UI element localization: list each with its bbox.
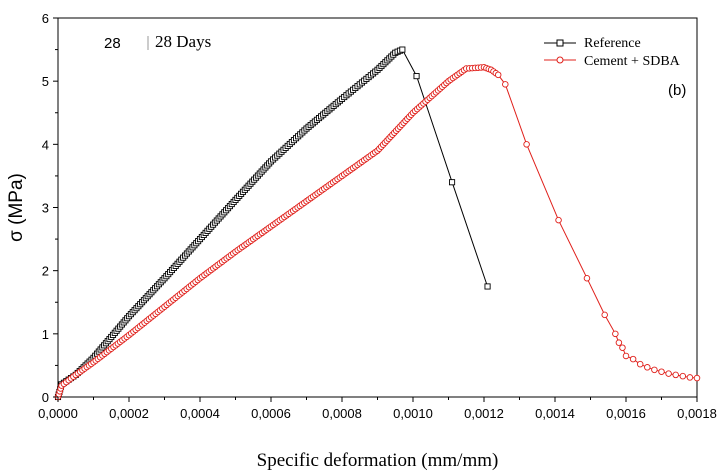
- x-tick-label: 0,0018: [677, 406, 717, 421]
- data-point-cement-sdba: [629, 355, 637, 363]
- data-point-reference: [484, 283, 491, 290]
- data-point-cement-sdba: [615, 339, 623, 346]
- data-point-cement-sdba: [523, 141, 530, 148]
- y-tick-label: 1: [42, 327, 49, 342]
- data-point-cement-sdba: [612, 330, 619, 338]
- plot-area: [57, 17, 698, 398]
- y-tick-label: 2: [42, 264, 49, 279]
- data-point-reference: [449, 179, 456, 186]
- series-line-cement-sdba: [57, 66, 698, 398]
- data-point-cement-sdba: [651, 366, 658, 374]
- data-point-cement-sdba: [636, 360, 644, 368]
- data-point-cement-sdba: [644, 364, 651, 371]
- age-label: 28 Days: [155, 32, 211, 51]
- age-box-value: 28: [104, 35, 121, 52]
- data-point-cement-sdba: [658, 368, 665, 375]
- data-point-cement-sdba: [665, 370, 672, 377]
- legend-item-reference: Reference: [544, 36, 641, 51]
- x-tick-label: 0,0012: [464, 406, 504, 421]
- data-point-cement-sdba: [686, 374, 694, 381]
- data-point-cement-sdba: [601, 311, 608, 319]
- data-point-cement-sdba: [693, 374, 701, 382]
- data-point-cement-sdba: [679, 372, 687, 380]
- y-tick-label: 6: [42, 11, 49, 26]
- x-tick-label: 0,0008: [322, 406, 362, 421]
- legend-reference-label: Reference: [584, 36, 641, 51]
- x-tick-label: 0,0014: [535, 406, 575, 421]
- series-layer: [54, 46, 701, 401]
- x-tick-label: 0,0000: [38, 406, 78, 421]
- legend-cement-sdba-marker: [556, 56, 564, 64]
- legend-reference-marker: [556, 39, 564, 47]
- x-axis-label: Specific deformation (mm/mm): [257, 450, 499, 471]
- y-tick-label: 4: [42, 137, 49, 152]
- axes: 0,0000 0,0002 0,0004 0,0006 0,0008 0,0010 0,00…: [38, 11, 717, 421]
- data-point-cement-sdba: [502, 81, 509, 88]
- data-point-cement-sdba: [672, 371, 679, 379]
- plot-frame: [57, 17, 698, 398]
- y-tick-label: 0: [42, 390, 49, 405]
- data-point-cement-sdba: [619, 344, 626, 351]
- x-tick-label: 0,0006: [251, 406, 291, 421]
- data-point-cement-sdba: [622, 352, 630, 360]
- x-tick-label: 0,0016: [606, 406, 646, 421]
- data-point-reference: [399, 46, 406, 53]
- x-tick-label: 0,0010: [393, 406, 433, 421]
- x-tick-label: 0,0002: [109, 406, 149, 421]
- legend: Reference Cement + SDBA: [544, 36, 681, 69]
- data-point-cement-sdba: [555, 216, 562, 224]
- panel-label: (b): [668, 82, 686, 99]
- data-point-cement-sdba: [583, 274, 591, 282]
- x-tick-label: 0,0004: [180, 406, 220, 421]
- legend-item-cement-sdba: Cement + SDBA: [544, 54, 681, 69]
- data-point-cement-sdba: [494, 71, 502, 79]
- y-tick-label: 3: [42, 201, 49, 216]
- legend-cement-sdba-label: Cement + SDBA: [584, 54, 681, 69]
- series-cement-sdba: [54, 64, 701, 401]
- data-point-reference: [413, 73, 420, 80]
- y-tick-label: 5: [42, 74, 49, 89]
- y-axis-label: σ (MPa): [6, 173, 27, 242]
